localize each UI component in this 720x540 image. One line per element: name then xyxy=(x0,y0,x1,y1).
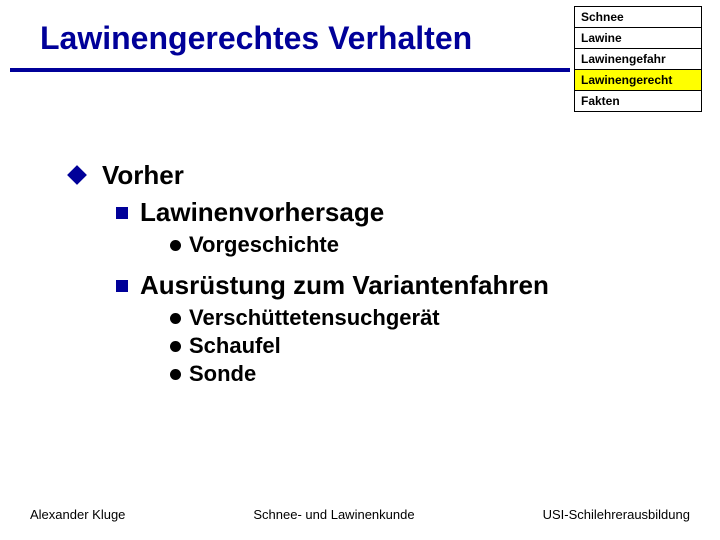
nav-item-lawinengerecht[interactable]: Lawinengerecht xyxy=(575,70,701,91)
circle-bullet-icon xyxy=(170,240,181,251)
outline-level3: Sonde xyxy=(170,361,680,387)
footer-subject: Schnee- und Lawinenkunde xyxy=(253,507,414,522)
nav-item-lawinengefahr[interactable]: Lawinengefahr xyxy=(575,49,701,70)
outline-level1: Vorher xyxy=(70,160,680,191)
level3-text: Vorgeschichte xyxy=(189,232,339,258)
level2-text: Lawinenvorhersage xyxy=(140,197,384,228)
outline-level2: Lawinenvorhersage xyxy=(116,197,680,228)
level3-text: Schaufel xyxy=(189,333,281,359)
title-underline xyxy=(10,68,570,72)
level2-text: Ausrüstung zum Variantenfahren xyxy=(140,270,549,301)
outline-level2: Ausrüstung zum Variantenfahren xyxy=(116,270,680,301)
square-bullet-icon xyxy=(116,207,128,219)
nav-menu: Schnee Lawine Lawinengefahr Lawinengerec… xyxy=(574,6,702,112)
outline-level3: Vorgeschichte xyxy=(170,232,680,258)
footer-author: Alexander Kluge xyxy=(30,507,125,522)
nav-item-fakten[interactable]: Fakten xyxy=(575,91,701,111)
outline-level3: Schaufel xyxy=(170,333,680,359)
level1-text: Vorher xyxy=(102,160,184,191)
circle-bullet-icon xyxy=(170,369,181,380)
nav-item-schnee[interactable]: Schnee xyxy=(575,7,701,28)
level3-text: Sonde xyxy=(189,361,256,387)
footer-org: USI-Schilehrerausbildung xyxy=(543,507,690,522)
outline-level3: Verschüttetensuchgerät xyxy=(170,305,680,331)
circle-bullet-icon xyxy=(170,341,181,352)
diamond-bullet-icon xyxy=(67,165,87,185)
footer: Alexander Kluge Schnee- und Lawinenkunde… xyxy=(0,507,720,522)
content-outline: Vorher Lawinenvorhersage Vorgeschichte A… xyxy=(70,160,680,389)
nav-item-lawine[interactable]: Lawine xyxy=(575,28,701,49)
level3-text: Verschüttetensuchgerät xyxy=(189,305,440,331)
square-bullet-icon xyxy=(116,280,128,292)
circle-bullet-icon xyxy=(170,313,181,324)
